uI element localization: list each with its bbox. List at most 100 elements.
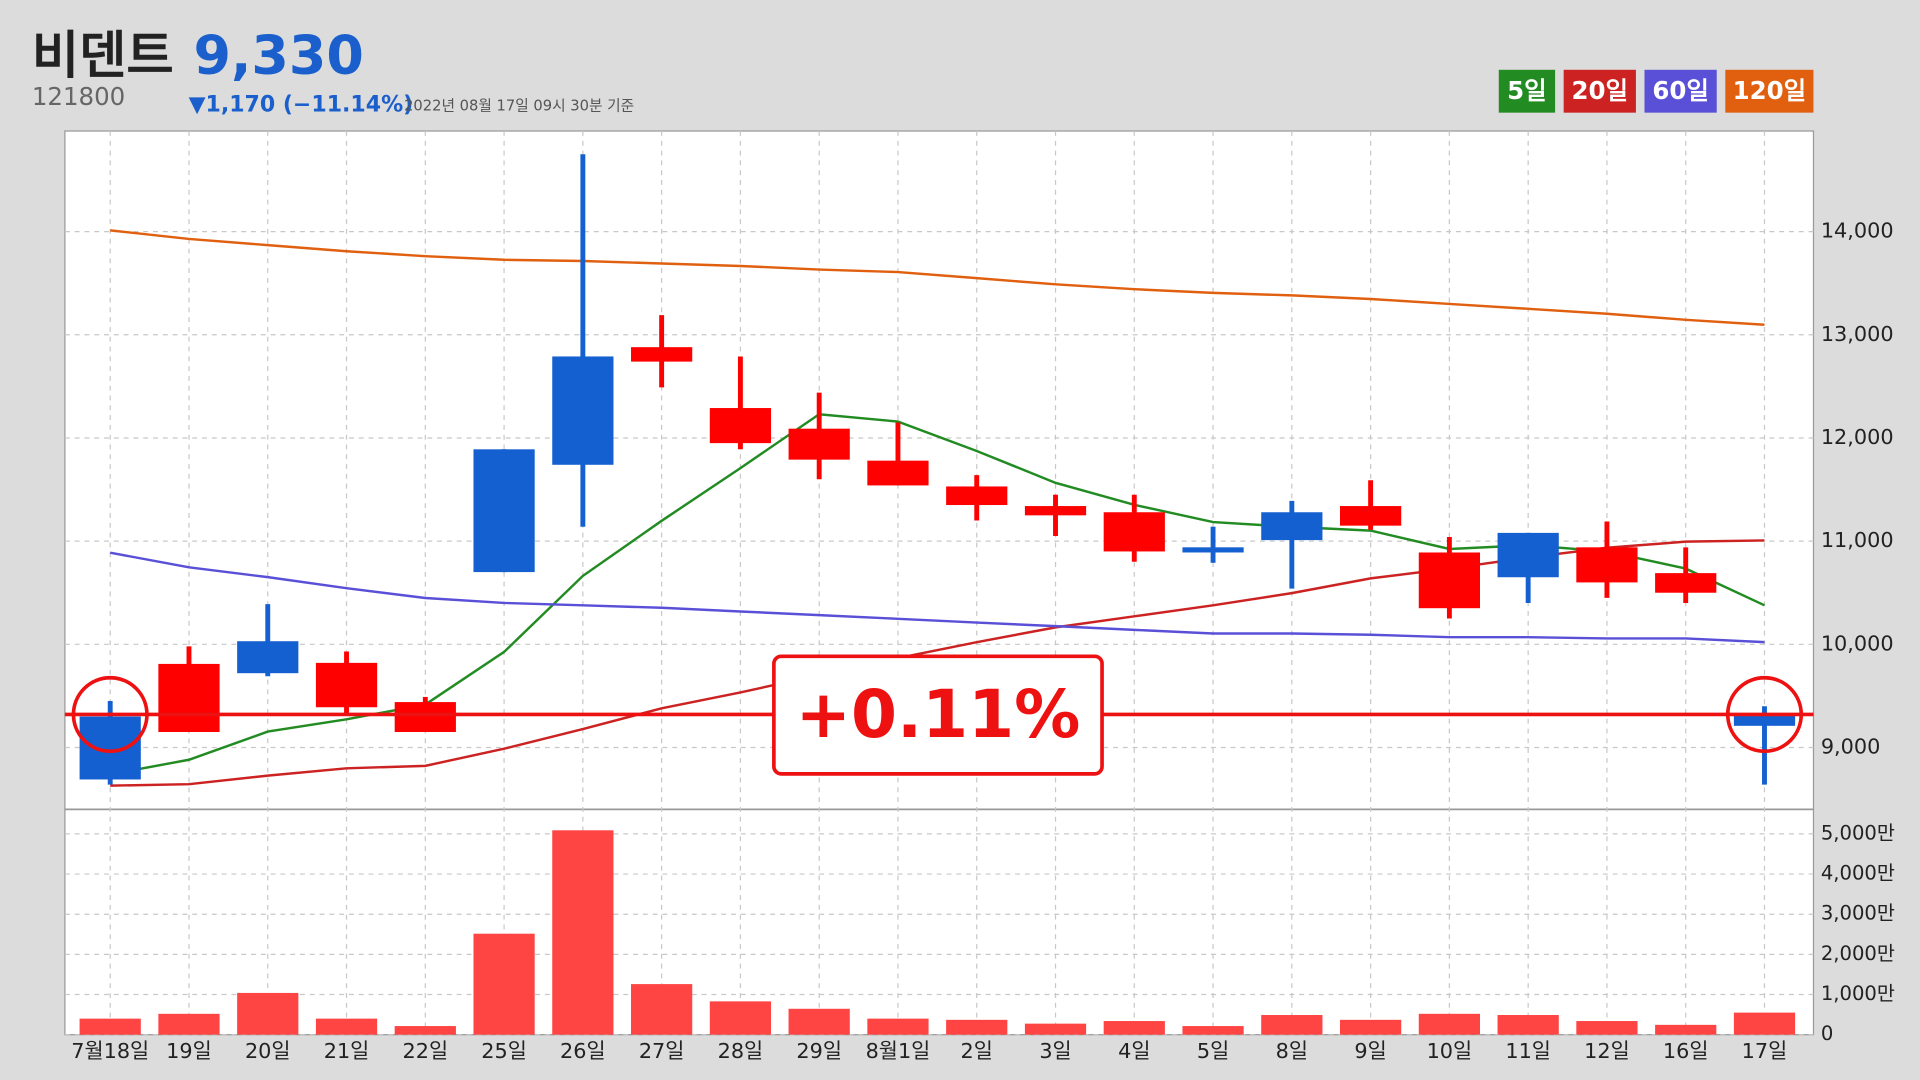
ma-line — [110, 539, 1765, 787]
x-tick-label: 11일 — [1505, 1039, 1551, 1063]
x-tick-label: 5일 — [1197, 1039, 1229, 1063]
candle-body — [237, 641, 299, 674]
candle-body — [709, 408, 772, 444]
volume-bar — [1261, 1015, 1323, 1035]
volume-bar — [1576, 1021, 1638, 1035]
volume-bar — [552, 830, 614, 1035]
legend-label: 120일 — [1733, 76, 1807, 105]
x-tick-label: 12일 — [1584, 1039, 1630, 1063]
x-tick-label: 25일 — [481, 1039, 527, 1063]
price: 9,330 — [193, 23, 363, 86]
ma-line — [109, 412, 1766, 776]
annotation-box — [772, 654, 1104, 776]
candle-body — [1733, 713, 1796, 726]
ma-line — [109, 551, 1765, 644]
y-tick-label: 4,000만 — [1821, 862, 1895, 885]
volume-bar — [1182, 1026, 1244, 1035]
candle-body — [473, 449, 535, 573]
candle-body — [394, 702, 456, 733]
x-tick-label: 2일 — [961, 1039, 993, 1063]
volume-bar — [1103, 1021, 1165, 1035]
volume-bar — [1024, 1023, 1087, 1035]
volume-bar — [1418, 1013, 1480, 1035]
legend-badge — [1644, 69, 1717, 113]
y-tick-label: 5,000만 — [1821, 821, 1895, 844]
highlight-circle — [1725, 675, 1804, 754]
candle-body — [1103, 512, 1165, 552]
price-change: ▼1,170 (−11.14%) — [189, 92, 414, 117]
volume-bar — [79, 1018, 141, 1035]
y-tick-label: 13,000 — [1821, 322, 1894, 346]
x-tick-label: 9일 — [1354, 1039, 1386, 1063]
x-tick-label: 22일 — [403, 1039, 449, 1063]
y-tick-label: 14,000 — [1821, 219, 1894, 243]
x-tick-label: 26일 — [560, 1039, 606, 1063]
volume-bar — [1497, 1015, 1559, 1035]
ma-line — [110, 229, 1765, 327]
x-tick-label: 17일 — [1742, 1039, 1788, 1063]
x-tick-label: 8일 — [1276, 1039, 1308, 1063]
volume-bar — [631, 984, 693, 1035]
candle-body — [631, 347, 693, 362]
candle-body — [158, 663, 220, 733]
volume-bar — [788, 1008, 850, 1035]
annotation: +0.11% — [796, 676, 1081, 753]
candle-body — [1655, 573, 1717, 593]
candle-body — [1024, 506, 1087, 516]
x-tick-label: 3일 — [1039, 1039, 1071, 1063]
volume-bar — [1655, 1024, 1717, 1035]
x-tick-label: 27일 — [639, 1039, 685, 1063]
candle-body — [552, 356, 614, 465]
x-tick-label: 10일 — [1427, 1039, 1473, 1063]
candle-body — [1182, 547, 1244, 553]
x-tick-label: 28일 — [718, 1039, 764, 1063]
x-tick-label: 29일 — [796, 1039, 842, 1063]
y-tick-label: 0 — [1821, 1022, 1833, 1045]
y-tick-label: 12,000 — [1821, 425, 1894, 449]
volume-bar — [315, 1018, 378, 1035]
x-tick-label: 7월18일 — [71, 1039, 149, 1063]
y-tick-label: 1,000만 — [1821, 982, 1895, 1005]
legend-badge — [1725, 69, 1814, 113]
legend-label: 20일 — [1572, 76, 1629, 105]
volume-bar — [237, 992, 299, 1035]
x-tick-label: 21일 — [324, 1039, 370, 1063]
x-tick-label: 8월1일 — [866, 1039, 931, 1063]
volume-bar — [1340, 1019, 1402, 1035]
legend-badge — [1498, 69, 1556, 113]
highlight-circle — [71, 675, 149, 754]
volume-bar — [158, 1013, 220, 1035]
candle-body — [1261, 512, 1323, 541]
legend-label: 5일 — [1507, 76, 1547, 105]
y-tick-label: 2,000만 — [1821, 942, 1895, 965]
volume-bar — [867, 1018, 929, 1035]
candle-body — [1340, 506, 1402, 526]
legend-label: 60일 — [1652, 76, 1709, 105]
legend-badge — [1563, 69, 1636, 113]
x-tick-label: 4일 — [1118, 1039, 1150, 1063]
stock-name: 비덴트 — [32, 26, 174, 86]
volume-bar — [394, 1026, 456, 1035]
candle-body — [79, 716, 141, 780]
volume-bar — [473, 933, 535, 1035]
candle-body — [946, 486, 1008, 506]
y-tick-label: 10,000 — [1821, 631, 1894, 655]
y-tick-label: 11,000 — [1821, 528, 1894, 552]
x-tick-label: 20일 — [245, 1039, 291, 1063]
candle-body — [315, 662, 378, 708]
y-tick-label: 3,000만 — [1821, 902, 1895, 925]
candle-body — [1418, 552, 1480, 609]
candle-body — [867, 460, 929, 486]
y-tick-label: 9,000 — [1821, 734, 1881, 758]
x-tick-label: 19일 — [166, 1039, 212, 1063]
candle-body — [1497, 532, 1559, 578]
volume-bar — [946, 1019, 1008, 1035]
stock-code: 121800 — [32, 82, 125, 111]
volume-bar — [709, 1001, 772, 1035]
candle-body — [788, 428, 850, 460]
timestamp: 2022년 08월 17일 09시 30분 기준 — [404, 98, 634, 115]
volume-bar — [1733, 1012, 1796, 1035]
plot-area — [64, 130, 1815, 1036]
